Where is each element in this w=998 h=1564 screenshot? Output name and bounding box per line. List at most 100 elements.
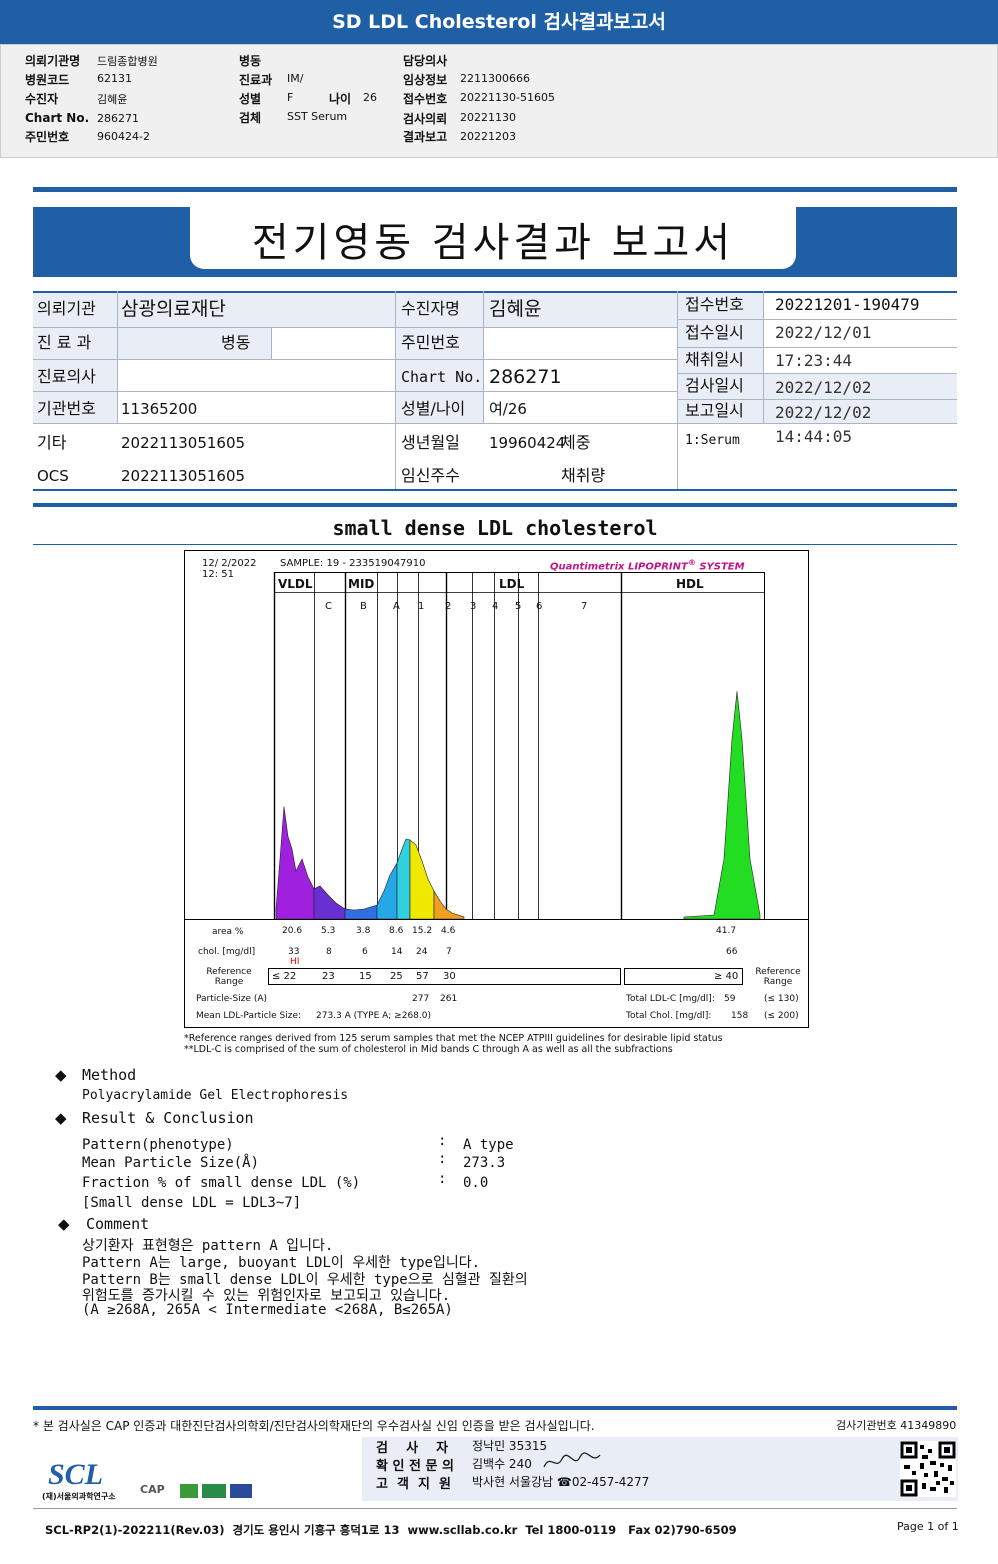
band-label: C — [325, 601, 332, 612]
value-resident-no: 960424-2 — [97, 130, 150, 143]
accreditation-icons — [180, 1484, 252, 1498]
group-label-vldl: VLDL — [278, 577, 313, 591]
label-collect-volume: 채취량 — [561, 466, 606, 485]
label-patient-name: 수진자명 — [401, 299, 460, 318]
label-requester: 의뢰기관명 — [25, 54, 81, 68]
ref-value: 30 — [443, 971, 456, 982]
staff-value-1: 정낙민 35315 — [472, 1439, 548, 1453]
rule-r4 — [33, 423, 677, 424]
mean-value: 273.3 A (TYPE A; ≥268.0) — [316, 1011, 431, 1021]
value-test-time: 2022/12/02 — [775, 378, 872, 397]
band-label: 4 — [492, 601, 499, 612]
value-specimen: SST Serum — [287, 110, 348, 123]
footer-rule — [33, 1406, 957, 1410]
value-etc: 2022113051605 — [121, 434, 246, 452]
footnote-1: *Reference ranges derived from 125 serum… — [184, 1033, 723, 1044]
ldl2-area — [433, 889, 465, 920]
top-blue-rule — [33, 187, 957, 192]
label-etc: 기타 — [37, 433, 67, 452]
footer-agency-no: 검사기관번호 41349890 — [836, 1419, 957, 1432]
label-patient: 수진자 — [25, 92, 59, 106]
label-sex-age: 성별/나이 — [401, 399, 466, 418]
label-age: 나이 — [329, 92, 352, 106]
comment-line-4: 위험도를 증가시킬 수 있는 위험인자로 보고되고 있습니다. — [82, 1288, 451, 1304]
value-requester: 드림종합병원 — [97, 55, 158, 68]
chart-svg — [184, 550, 809, 1028]
ref-value: 57 — [416, 971, 429, 982]
label-result-report: 결과보고 — [403, 130, 448, 144]
label-weight: 체중 — [561, 433, 591, 452]
chol-value: 8 — [326, 947, 332, 957]
footer-cert: * 본 검사실은 CAP 인증과 대한진단검사의학회/진단검사의학재단의 우수검… — [33, 1419, 595, 1433]
patient-info-table: 의뢰기관 삼광의료재단 수진자명 김혜윤 접수번호 20221201-19047… — [33, 289, 957, 491]
rule-r2 — [33, 359, 677, 360]
staff-value-3: 박사현 서울강남 ☎02-457-4277 — [472, 1475, 650, 1489]
area-value: 8.6 — [389, 926, 404, 936]
result-value-2: 273.3 — [463, 1155, 506, 1171]
area-value: 3.8 — [356, 926, 371, 936]
particle-1: 277 — [412, 994, 430, 1004]
label-collect-time: 채취일시 — [685, 350, 744, 369]
band-label: 1 — [418, 601, 425, 612]
value-chart: 286271 — [489, 366, 562, 388]
top-info-panel: 의뢰기관명 드림종합병원 병원코드 62131 수진자 김혜윤 Chart No… — [0, 44, 998, 158]
comment-line-2: Pattern A는 large, buoyant LDL이 우세한 type입… — [82, 1255, 481, 1271]
area-value: 15.2 — [412, 926, 433, 936]
shade-col1 — [33, 291, 117, 423]
result-value-1: A type — [463, 1137, 514, 1153]
vrule-3 — [483, 291, 484, 423]
value-patient-name: 김혜윤 — [489, 298, 542, 320]
vrule-1b — [271, 327, 272, 359]
chol-label: chol. [mg/dl] — [198, 947, 256, 957]
label-specimen: 검체 — [239, 111, 262, 125]
label-rrn: 주민번호 — [401, 333, 460, 352]
vrule-2 — [395, 291, 396, 489]
label-chart-no: Chart No. — [25, 111, 90, 125]
ref-label: Reference Range — [206, 967, 252, 987]
result-title: Result & Conclusion — [82, 1109, 254, 1127]
label-accession: 접수번호 — [403, 92, 448, 106]
result-note: [Small dense LDL = LDL3~7] — [82, 1195, 302, 1211]
label-chart: Chart No. — [401, 368, 483, 386]
footer-staff-panel — [362, 1437, 958, 1501]
chol-value: 14 — [391, 947, 403, 957]
label-test-time: 검사일시 — [685, 376, 744, 395]
ref-box-hdl — [624, 968, 743, 985]
band-label: 6 — [536, 601, 543, 612]
chart-date: 12/ 2/2022 — [202, 558, 257, 569]
value-agency-no: 11365200 — [121, 400, 198, 418]
chol-value: 6 — [362, 947, 368, 957]
value-test-request: 20221130 — [460, 111, 516, 124]
chart-brand: Quantimetrix LIPOPRINT® SYSTEM — [550, 558, 745, 572]
value-receipt-no: 20221201-190479 — [775, 295, 920, 314]
area-value: 4.6 — [441, 926, 456, 936]
section-rule-bottom — [33, 544, 957, 545]
section-title: small dense LDL cholesterol — [332, 516, 658, 540]
group-label-mid: MID — [348, 577, 375, 591]
band-label: 5 — [515, 601, 522, 612]
chart-time: 12: 51 — [202, 569, 234, 580]
rule-c3-r3 — [677, 373, 957, 374]
band-label: B — [360, 601, 367, 612]
mean-label: Mean LDL-Particle Size: — [196, 1011, 302, 1021]
value-accession: 20221130-51605 — [460, 91, 555, 104]
table-top-rule — [33, 291, 957, 293]
method-text: Polyacrylamide Gel Electrophoresis — [82, 1088, 349, 1103]
label-receipt-time: 접수일시 — [685, 323, 744, 342]
section-rule-top — [33, 503, 957, 507]
staff-role-1: 검 사 자 — [376, 1441, 449, 1456]
chart-brand-mark: ® — [687, 558, 696, 567]
shade-r2v1 — [117, 327, 271, 359]
area-value: 20.6 — [282, 926, 303, 936]
total-ldl-ref: (≤ 130) — [764, 994, 799, 1004]
band-label: A — [393, 601, 400, 612]
label-report-time: 보고일시 — [685, 401, 744, 420]
comment-line-3: Pattern B는 small dense LDL이 우세한 type으로 심… — [82, 1272, 528, 1288]
label-dept: 진 료 과 — [37, 333, 92, 352]
value-sex: F — [287, 91, 294, 104]
plot-frame — [274, 572, 765, 920]
table-bottom-rule — [33, 489, 957, 491]
label-receipt-no: 접수번호 — [685, 295, 744, 314]
staff-role-3: 고 객 지 원 — [376, 1477, 451, 1492]
total-ldl-value: 59 — [724, 994, 736, 1004]
